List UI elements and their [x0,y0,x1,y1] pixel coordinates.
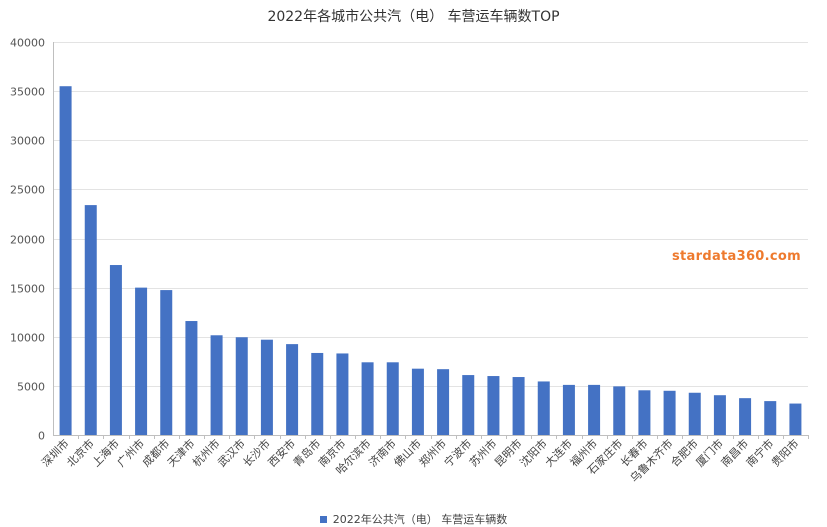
x-tick-label: 济南市 [366,436,399,469]
bar [411,368,424,435]
x-tick-label: 佛山市 [391,436,424,469]
y-tick-label: 10000 [10,332,45,345]
y-tick-label: 20000 [10,234,45,247]
x-tick-label: 苏州市 [466,436,499,469]
x-tick-label: 北京市 [64,436,97,469]
x-tick-label: 大连市 [542,436,575,469]
bar [562,384,575,435]
bar [638,390,651,435]
legend-swatch [319,516,327,523]
bar [588,384,601,435]
x-tick-label: 沈阳市 [517,436,550,469]
bar [386,362,399,435]
x-tick-label: 宁波市 [441,436,474,469]
bar [512,377,525,435]
x-tick-label: 昆明市 [491,436,524,469]
bar [764,401,777,435]
x-tick-label: 郑州市 [416,436,449,469]
y-tick-label: 15000 [10,283,45,296]
x-tick-label: 南宁市 [743,436,776,469]
bar [487,376,500,435]
x-tick-label: 长沙市 [240,436,273,469]
bar [537,381,550,435]
bar [260,339,273,435]
y-tick-label: 25000 [10,184,45,197]
x-tick-label: 武汉市 [215,436,248,469]
x-tick-label: 南昌市 [718,436,751,469]
bar [613,386,626,435]
bar [336,353,349,435]
y-tick-label: 30000 [10,135,45,148]
chart-title: 2022年各城市公共汽（电） 车营运车辆数TOP [267,9,560,25]
bar [235,337,248,435]
legend[interactable]: 2022年公共汽（电） 车营运车辆数 [0,511,827,527]
x-tick-label: 厦门市 [693,436,726,469]
y-tick-label: 0 [38,430,45,443]
bar [462,375,475,435]
y-tick-label: 40000 [10,37,45,50]
bar [663,390,676,435]
x-tick-label: 广州市 [114,436,147,469]
bar [109,265,122,435]
bar [286,344,299,435]
x-tick-label: 西安市 [265,436,298,469]
bar [739,398,752,435]
x-tick-label: 杭州市 [189,436,222,469]
x-tick-label: 成都市 [139,436,172,469]
bar [210,335,223,435]
x-tick-label: 合肥市 [668,436,701,469]
bar [84,205,97,435]
bar [437,369,450,435]
bar [361,362,374,435]
bar [789,403,802,435]
legend-label: 2022年公共汽（电） 车营运车辆数 [332,513,508,526]
bar [311,352,324,435]
watermark-text: stardata360.com [672,249,801,264]
bar [135,287,148,435]
bar [713,395,726,435]
x-tick-label: 贵阳市 [768,436,801,469]
y-tick-label: 35000 [10,86,45,99]
bar [688,392,701,435]
bar [160,290,173,435]
x-tick-label: 天津市 [164,436,197,469]
y-tick-label: 5000 [17,381,45,394]
x-tick-label: 青岛市 [290,436,323,469]
bar [59,86,72,436]
x-tick-label: 上海市 [89,436,122,469]
bar [185,321,198,435]
